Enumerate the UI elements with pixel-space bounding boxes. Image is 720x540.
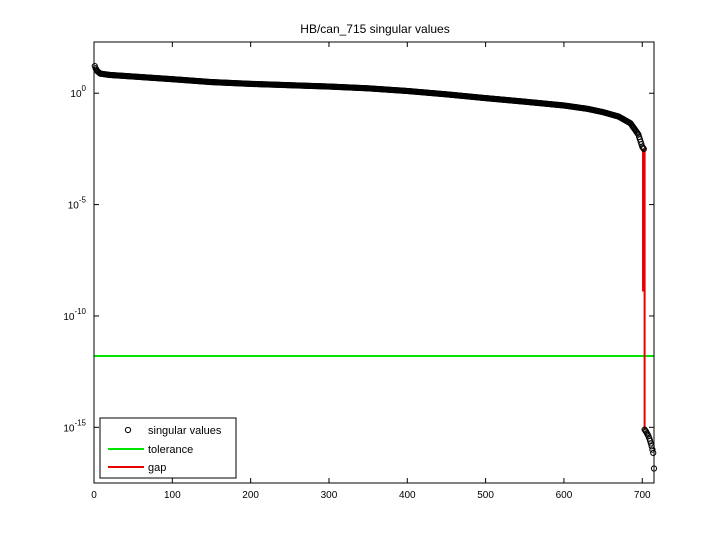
axes: 0 100 200 300 400 500 600 700 100 10-5 10-10 10-15 [63, 41, 655, 501]
legend-label-singular-values: singular values [148, 425, 222, 437]
legend-label-gap: gap [148, 462, 166, 474]
legend: singular values tolerance gap [99, 417, 237, 479]
x-tick-label: 300 [321, 490, 338, 501]
y-tick-label: 10-10 [63, 307, 86, 323]
x-tick-label: 400 [399, 490, 416, 501]
x-tick-label: 200 [242, 490, 259, 501]
x-tick-label: 500 [477, 490, 494, 501]
singular-value-point [647, 440, 654, 447]
legend-label-tolerance: tolerance [148, 444, 193, 456]
chart-title: HB/can_715 singular values [300, 22, 449, 36]
legend-marker-singular-values [124, 426, 132, 434]
plot-area [91, 62, 658, 472]
singular-value-point [649, 446, 656, 453]
y-tick-label: 100 [70, 84, 86, 100]
x-tick-label: 100 [164, 490, 181, 501]
singular-value-point [640, 145, 647, 153]
x-tick-label: 700 [634, 490, 651, 501]
singular-values-points [91, 62, 658, 472]
singular-value-point [650, 449, 657, 457]
singular-value-point [646, 437, 654, 444]
axes-box [93, 41, 655, 484]
singular-value-point [639, 144, 647, 151]
singular-value-point [634, 130, 641, 137]
x-tick-label: 600 [556, 490, 573, 501]
y-tick-label: 10-15 [63, 418, 86, 434]
x-tick-label: 0 [91, 490, 97, 501]
y-tick-label: 10-5 [68, 196, 87, 212]
